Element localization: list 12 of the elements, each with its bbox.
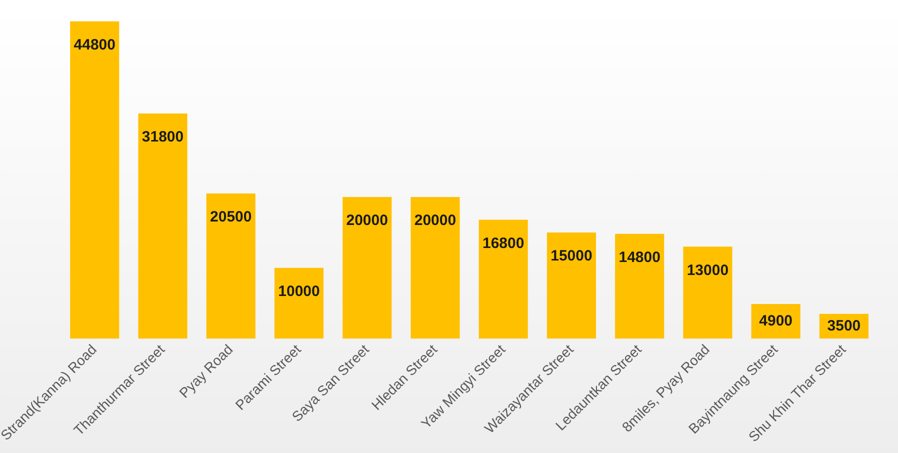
- data-label: 3500: [827, 317, 861, 334]
- data-label: 14800: [618, 249, 660, 266]
- data-label: 15000: [550, 248, 592, 265]
- data-label: 31800: [142, 128, 184, 146]
- data-label: 44800: [74, 36, 116, 54]
- data-label: 20500: [210, 208, 252, 226]
- data-label: 13000: [686, 262, 729, 279]
- data-label: 10000: [278, 283, 320, 300]
- data-label: 20000: [346, 212, 388, 230]
- data-label: 20000: [414, 212, 456, 230]
- data-label: 16800: [482, 234, 524, 252]
- data-label: 4900: [759, 312, 793, 330]
